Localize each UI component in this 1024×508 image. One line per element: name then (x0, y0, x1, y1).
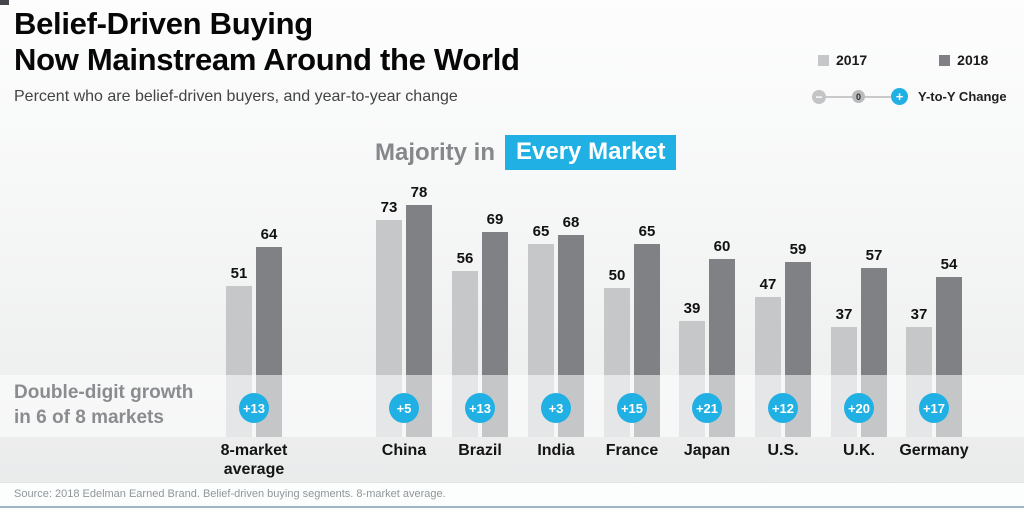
bar-value-2018-france: 65 (638, 223, 656, 240)
page-title-line1: Belief-Driven Buying (14, 6, 313, 41)
legend-item-2017: 2017 (818, 52, 867, 68)
bar-value-2018-brazil: 69 (486, 211, 504, 228)
chart-title-prefix: Majority in (375, 138, 496, 166)
bar-value-2018-japan: 60 (713, 238, 731, 255)
legend-swatch-2018-icon (939, 54, 951, 66)
plus-icon: + (891, 88, 908, 105)
growth-annotation-line1: Double-digit growth (14, 382, 194, 403)
category-label-japan: Japan (683, 442, 731, 459)
screen-corner-artifact (0, 0, 9, 5)
yoy-badge-china: +5 (389, 393, 419, 423)
category-label-brazil: Brazil (458, 442, 502, 459)
bar-value-2018-u-s-: 59 (789, 241, 807, 258)
bar-value-2017-japan: 39 (683, 300, 701, 317)
bar-value-2017-u-s-: 47 (759, 276, 777, 293)
category-label-france: France (605, 442, 659, 459)
chart-title-highlight: Every Market (505, 135, 677, 170)
bar-value-2017-brazil: 56 (456, 250, 474, 267)
yoy-badge-brazil: +13 (465, 393, 495, 423)
growth-annotation-line2: in 6 of 8 markets (14, 407, 164, 429)
slider-line (865, 95, 891, 98)
yoy-badge-india: +3 (541, 393, 571, 423)
bar-value-2018-china: 78 (410, 184, 428, 201)
page-title: Belief-Driven Buying Now Mainstream Arou… (14, 6, 520, 78)
legend: 2017 2018 (818, 52, 988, 68)
bar-value-2017-u-k-: 37 (835, 306, 853, 323)
legend-item-2018: 2018 (939, 52, 988, 68)
bar-value-2018-8-market-average: 64 (260, 226, 278, 243)
bar-value-2017-china: 73 (380, 199, 398, 216)
category-label-china: China (381, 442, 427, 459)
yoy-change-legend: − 0 + Y-to-Y Change (812, 88, 1007, 105)
legend-label-2018: 2018 (957, 52, 989, 68)
yoy-badge-u-s-: +12 (768, 393, 798, 423)
category-label-8-market-average: 8-market average (220, 442, 288, 478)
bottom-rule (0, 506, 1024, 508)
page-subtitle: Percent who are belief-driven buyers, an… (14, 88, 458, 105)
bar-value-2017-germany: 37 (910, 306, 928, 323)
yoy-badge-germany: +17 (919, 393, 949, 423)
source-text: Source: 2018 Edelman Earned Brand. Belie… (14, 488, 446, 500)
legend-swatch-2017-icon (818, 54, 829, 66)
bar-value-2017-france: 50 (608, 267, 626, 284)
bar-value-2018-u-k-: 57 (865, 247, 883, 264)
bar-value-2017-8-market-average: 51 (230, 265, 248, 282)
zero-badge: 0 (852, 90, 865, 103)
category-label-india: India (537, 442, 575, 459)
category-label-u-s-: U.S. (767, 442, 799, 459)
source-bar: Source: 2018 Edelman Earned Brand. Belie… (0, 482, 1024, 508)
chart-title: Majority in Every Market (375, 135, 677, 170)
yoy-badge-8-market-average: +13 (239, 393, 269, 423)
yoy-badge-france: +15 (617, 393, 647, 423)
yoy-badge-u-k-: +20 (844, 393, 874, 423)
category-label-germany: Germany (899, 442, 969, 459)
page-title-line2: Now Mainstream Around the World (14, 42, 520, 77)
minus-icon: − (812, 89, 826, 104)
bar-value-2018-india: 68 (562, 214, 580, 231)
bar-value-2018-germany: 54 (940, 256, 958, 273)
category-label-u-k-: U.K. (843, 442, 875, 459)
legend-label-2017: 2017 (836, 52, 868, 68)
bar-value-2017-india: 65 (532, 223, 550, 240)
growth-annotation: Double-digit growth in 6 of 8 markets (14, 380, 193, 430)
slider-line (826, 95, 852, 98)
yoy-badge-japan: +21 (692, 393, 722, 423)
yoy-change-label: Y-to-Y Change (918, 89, 1007, 104)
